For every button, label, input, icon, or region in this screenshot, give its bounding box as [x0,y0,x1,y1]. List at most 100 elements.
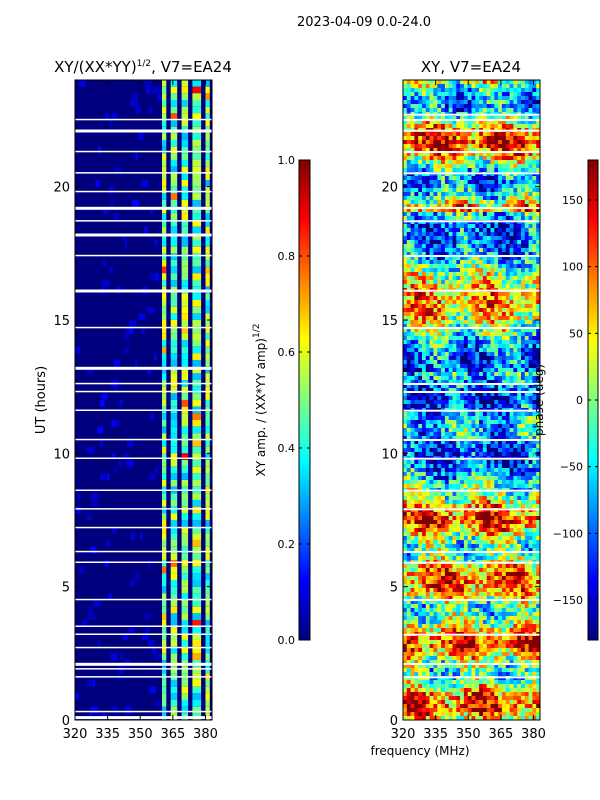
heatmap-cell [517,216,522,221]
heatmap-cell [406,108,411,113]
heatmap-cell [528,376,533,381]
heatmap-cell [403,400,408,405]
heatmap-cell [532,372,537,377]
heatmap-cell [422,348,427,353]
heatmap-cell [479,136,484,141]
heatmap-cell [437,552,442,557]
heatmap-cell [463,272,469,277]
heatmap-cell [479,412,484,417]
heatmap-cell [517,388,522,393]
heatmap-cell [444,448,450,453]
heatmap-cell [429,364,434,369]
heatmap-cell [441,328,446,333]
heatmap-cell [444,256,450,261]
heatmap-cell [437,188,442,193]
heatmap-cell [90,546,97,554]
heatmap-cell [437,484,442,489]
heatmap-cell [162,133,167,140]
heatmap-cell [486,524,491,529]
heatmap-cell [475,324,480,329]
heatmap-cell [486,512,491,517]
heatmap-cell [181,273,189,280]
heatmap-cell [437,452,442,457]
heatmap-cell [479,148,484,153]
heatmap-cell [403,460,408,465]
heatmap-cell [448,96,453,101]
heatmap-cell [494,484,499,489]
heatmap-cell [422,280,427,285]
heatmap-cell [418,192,423,197]
heatmap-cell [425,120,430,125]
heatmap-cell [422,248,427,253]
heatmap-cell [162,693,167,700]
heatmap-cell [418,328,423,333]
heatmap-cell [482,552,488,557]
heatmap-cell [448,552,453,557]
heatmap-cell [517,544,522,549]
heatmap-cell [479,188,484,193]
heatmap-cell [501,152,507,157]
heatmap-cell [486,400,491,405]
heatmap-cell [452,424,457,429]
heatmap-cell [479,348,484,353]
heatmap-cell [452,428,457,433]
heatmap-cell [429,108,434,113]
heatmap-cell [486,120,491,125]
heatmap-cell [441,556,446,561]
heatmap-cell [498,412,503,417]
heatmap-cell [521,176,526,181]
heatmap-cell [205,633,210,640]
heatmap-cell [536,500,540,505]
heatmap-cell [205,606,210,614]
heatmap-cell [448,88,453,93]
heatmap-cell [486,384,491,389]
heatmap-cell [463,532,469,537]
heatmap-cell [403,232,408,237]
heatmap-cell [532,168,537,173]
heatmap-cell [471,536,476,541]
heatmap-cell [528,192,533,197]
heatmap-cell [170,606,178,614]
heatmap-cell [170,526,178,534]
heatmap-cell [494,552,499,557]
heatmap-cell [406,344,411,349]
heatmap-cell [521,376,526,381]
heatmap-cell [437,244,442,249]
heatmap-cell [456,184,461,189]
heatmap-cell [517,108,522,113]
heatmap-cell [486,392,491,397]
heatmap-cell [143,80,152,87]
heatmap-cell [433,388,438,393]
heatmap-cell [429,224,434,229]
heatmap-cell [414,268,419,273]
heatmap-cell [498,240,503,245]
heatmap-cell [448,84,453,89]
heatmap-cell [482,164,488,169]
heatmap-cell [422,424,427,429]
heatmap-cell [475,236,480,241]
heatmap-cell [192,140,202,147]
heatmap-cell [429,472,434,477]
heatmap-cell [486,252,491,257]
heatmap-cell [403,472,408,477]
heatmap-cell [162,266,167,274]
heatmap-cell [501,548,507,553]
heatmap-cell [410,384,415,389]
heatmap-cell [509,348,514,353]
heatmap-cell [517,368,522,373]
heatmap-cell [501,464,507,469]
heatmap-cell [433,304,438,309]
heatmap-cell [528,96,533,101]
heatmap-cell [162,86,167,94]
heatmap-cell [505,100,510,105]
heatmap-cell [479,200,484,205]
heatmap-cell [403,412,408,417]
heatmap-cell [441,392,446,397]
heatmap-cell [475,268,480,273]
heatmap-cell [414,368,419,373]
heatmap-cell [463,324,469,329]
heatmap-cell [490,156,495,161]
heatmap-cell [505,216,510,221]
heatmap-cell [418,160,423,165]
heatmap-cell [490,500,495,505]
